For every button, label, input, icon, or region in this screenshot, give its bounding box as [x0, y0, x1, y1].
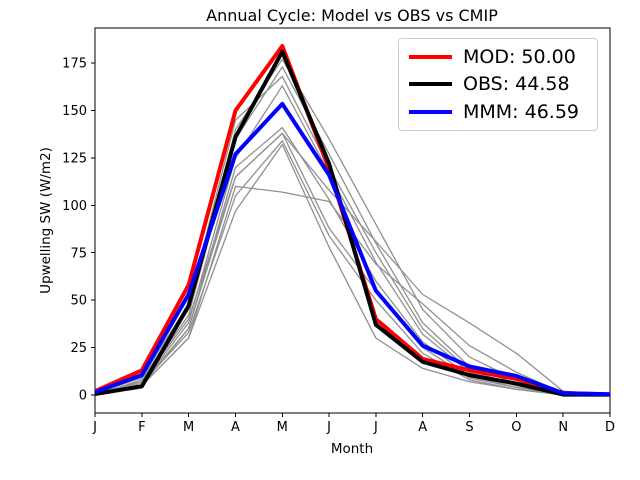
x-tick-label: M [183, 420, 194, 435]
legend-item: MMM: 46.59 [409, 101, 587, 123]
legend-label: MMM: 46.59 [463, 101, 580, 124]
legend-label: MOD: 50.00 [463, 45, 576, 68]
legend-item: OBS: 44.58 [409, 73, 587, 95]
x-tick-label: D [605, 420, 615, 435]
legend-label: OBS: 44.58 [463, 73, 570, 96]
series-line-CMIP-6 [94, 132, 611, 396]
legend: MOD: 50.00 OBS: 44.58 MMM: 46.59 [398, 38, 598, 131]
y-tick-label: 175 [62, 57, 87, 72]
y-tick-label: 100 [62, 199, 87, 214]
x-tick-label: A [231, 420, 240, 435]
y-tick-label: 125 [62, 151, 87, 166]
y-tick-label: 25 [70, 341, 87, 356]
y-tick-label: 0 [79, 389, 87, 404]
axes-layer: 0 25 50 75 100 125 150 175 J F M A M J J A S O N D [62, 57, 615, 435]
x-tick-label: J [92, 420, 97, 435]
x-tick-label: J [326, 420, 331, 435]
x-tick-label: N [558, 420, 568, 435]
series-line-OBS [94, 49, 610, 397]
y-tick-label: 75 [70, 246, 87, 261]
series-line-MMM [94, 101, 611, 397]
series-layer [94, 44, 611, 397]
chart-title: Annual Cycle: Model vs OBS vs CMIP [206, 6, 498, 25]
legend-item: MOD: 50.00 [409, 46, 587, 68]
x-tick-label: M [277, 420, 288, 435]
y-tick-label: 50 [70, 294, 87, 309]
x-tick-label: F [138, 420, 145, 435]
x-tick-label: S [465, 420, 473, 435]
legend-line-swatch [409, 82, 452, 87]
x-axis-label: Month [331, 441, 373, 457]
legend-line-swatch [409, 54, 452, 59]
x-tick-label: A [418, 420, 427, 435]
y-axis-label: Upwelling SW (W/m2) [38, 147, 54, 294]
y-tick-label: 150 [62, 104, 87, 119]
series-line-CMIP-9 [94, 132, 611, 396]
x-tick-label: J [373, 420, 378, 435]
x-tick-label: O [511, 420, 521, 435]
legend-line-swatch [409, 110, 452, 115]
